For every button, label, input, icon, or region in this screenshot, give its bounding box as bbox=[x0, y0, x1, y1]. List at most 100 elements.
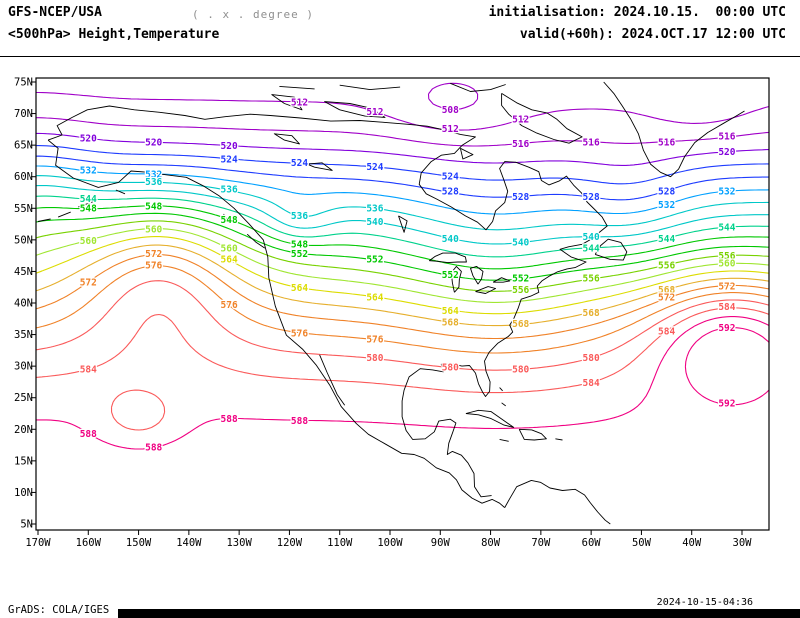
svg-text:544: 544 bbox=[658, 234, 675, 245]
svg-text:532: 532 bbox=[718, 187, 735, 198]
svg-text:528: 528 bbox=[512, 192, 529, 203]
svg-text:75N: 75N bbox=[14, 77, 33, 89]
svg-text:548: 548 bbox=[80, 204, 97, 215]
svg-text:584: 584 bbox=[718, 302, 735, 313]
svg-text:568: 568 bbox=[583, 308, 600, 319]
svg-text:516: 516 bbox=[718, 132, 735, 143]
svg-text:556: 556 bbox=[658, 260, 675, 271]
axes-layer: 170W 160W 150W 140W 130W 120W 110W 100W 90W 80W 70… bbox=[14, 77, 770, 549]
svg-text:572: 572 bbox=[718, 281, 735, 292]
svg-text:15N: 15N bbox=[14, 455, 33, 467]
svg-text:55N: 55N bbox=[14, 203, 33, 215]
svg-text:548: 548 bbox=[291, 240, 308, 251]
svg-text:552: 552 bbox=[442, 270, 459, 281]
svg-text:520: 520 bbox=[221, 141, 238, 152]
svg-text:580: 580 bbox=[366, 353, 383, 364]
grads-credit: GrADS: COLA/IGES bbox=[8, 604, 110, 616]
svg-text:45N: 45N bbox=[14, 266, 33, 278]
svg-text:30W: 30W bbox=[733, 537, 753, 549]
svg-text:584: 584 bbox=[583, 378, 600, 389]
svg-text:130W: 130W bbox=[226, 537, 252, 549]
svg-text:516: 516 bbox=[512, 139, 529, 150]
svg-text:524: 524 bbox=[291, 158, 308, 169]
svg-text:90W: 90W bbox=[431, 537, 451, 549]
svg-text:50W: 50W bbox=[632, 537, 652, 549]
svg-text:560: 560 bbox=[145, 224, 162, 235]
svg-text:552: 552 bbox=[291, 249, 308, 260]
coastline-layer bbox=[37, 81, 745, 525]
svg-text:120W: 120W bbox=[277, 537, 303, 549]
svg-text:588: 588 bbox=[221, 414, 238, 425]
svg-text:150W: 150W bbox=[126, 537, 152, 549]
svg-text:580: 580 bbox=[512, 365, 529, 376]
svg-text:584: 584 bbox=[80, 365, 97, 376]
svg-text:552: 552 bbox=[512, 274, 529, 285]
svg-text:60W: 60W bbox=[582, 537, 602, 549]
svg-text:568: 568 bbox=[512, 319, 529, 330]
svg-text:556: 556 bbox=[718, 251, 735, 262]
svg-text:572: 572 bbox=[80, 278, 97, 289]
svg-text:532: 532 bbox=[658, 200, 675, 211]
svg-text:540: 540 bbox=[366, 217, 383, 228]
svg-text:580: 580 bbox=[583, 353, 600, 364]
svg-text:564: 564 bbox=[366, 293, 383, 304]
initialisation-time: initialisation: 2024.10.15. 00:00 UTC bbox=[488, 5, 786, 20]
svg-text:560: 560 bbox=[80, 236, 97, 247]
svg-text:512: 512 bbox=[442, 124, 459, 135]
svg-text:544: 544 bbox=[718, 223, 735, 234]
svg-text:540: 540 bbox=[512, 238, 529, 249]
svg-text:20N: 20N bbox=[14, 424, 33, 436]
svg-text:560: 560 bbox=[718, 259, 735, 270]
svg-text:516: 516 bbox=[658, 137, 675, 148]
svg-text:556: 556 bbox=[583, 274, 600, 285]
svg-text:65N: 65N bbox=[14, 140, 33, 152]
svg-text:80W: 80W bbox=[481, 537, 501, 549]
svg-text:552: 552 bbox=[366, 255, 383, 266]
svg-text:100W: 100W bbox=[377, 537, 403, 549]
svg-text:524: 524 bbox=[221, 154, 238, 165]
svg-text:536: 536 bbox=[291, 211, 308, 222]
svg-text:512: 512 bbox=[366, 107, 383, 118]
svg-text:564: 564 bbox=[221, 255, 238, 266]
svg-text:544: 544 bbox=[583, 243, 600, 254]
resolution-note: ( . x . degree ) bbox=[192, 8, 314, 21]
svg-text:524: 524 bbox=[442, 171, 459, 182]
svg-text:572: 572 bbox=[145, 249, 162, 260]
svg-text:568: 568 bbox=[658, 285, 675, 296]
svg-text:528: 528 bbox=[442, 187, 459, 198]
svg-text:70N: 70N bbox=[14, 108, 33, 120]
model-title: GFS-NCEP/USA bbox=[8, 5, 102, 20]
svg-text:592: 592 bbox=[718, 399, 735, 410]
svg-text:110W: 110W bbox=[327, 537, 353, 549]
svg-text:592: 592 bbox=[718, 323, 735, 334]
svg-text:540: 540 bbox=[583, 232, 600, 243]
svg-text:40W: 40W bbox=[682, 537, 702, 549]
svg-text:140W: 140W bbox=[176, 537, 202, 549]
svg-text:564: 564 bbox=[291, 283, 308, 294]
svg-text:532: 532 bbox=[145, 170, 162, 181]
svg-text:60N: 60N bbox=[14, 171, 33, 183]
svg-text:30N: 30N bbox=[14, 361, 33, 373]
svg-text:576: 576 bbox=[291, 329, 308, 340]
svg-text:588: 588 bbox=[80, 429, 97, 440]
svg-text:556: 556 bbox=[512, 285, 529, 296]
svg-text:528: 528 bbox=[583, 192, 600, 203]
svg-text:540: 540 bbox=[442, 234, 459, 245]
svg-text:576: 576 bbox=[366, 334, 383, 345]
svg-text:536: 536 bbox=[145, 177, 162, 188]
svg-text:50N: 50N bbox=[14, 234, 33, 246]
svg-text:512: 512 bbox=[512, 115, 529, 126]
svg-text:35N: 35N bbox=[14, 329, 33, 341]
svg-text:576: 576 bbox=[145, 260, 162, 271]
bottom-bar bbox=[118, 609, 800, 618]
svg-text:160W: 160W bbox=[76, 537, 102, 549]
svg-text:588: 588 bbox=[145, 442, 162, 453]
svg-text:568: 568 bbox=[442, 317, 459, 328]
svg-text:25N: 25N bbox=[14, 392, 33, 404]
contour-labels-layer: 508 512 512 512 512 516 516 516 516 520 520 520 520 5… bbox=[78, 96, 737, 454]
svg-text:40N: 40N bbox=[14, 298, 33, 310]
svg-text:520: 520 bbox=[80, 134, 97, 145]
svg-text:536: 536 bbox=[221, 185, 238, 196]
svg-text:536: 536 bbox=[366, 204, 383, 215]
